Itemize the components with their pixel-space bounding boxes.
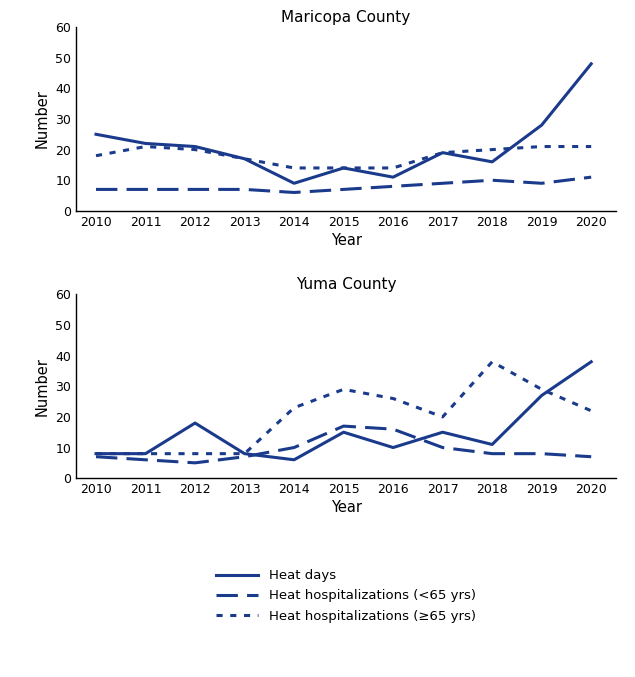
Legend: Heat days, Heat hospitalizations (<65 yrs), Heat hospitalizations (≥65 yrs): Heat days, Heat hospitalizations (<65 yr…: [211, 564, 481, 628]
X-axis label: Year: Year: [331, 233, 361, 248]
Y-axis label: Number: Number: [35, 357, 50, 416]
X-axis label: Year: Year: [331, 500, 361, 515]
Title: Yuma County: Yuma County: [296, 277, 396, 292]
Title: Maricopa County: Maricopa County: [281, 9, 411, 24]
Y-axis label: Number: Number: [35, 89, 50, 148]
